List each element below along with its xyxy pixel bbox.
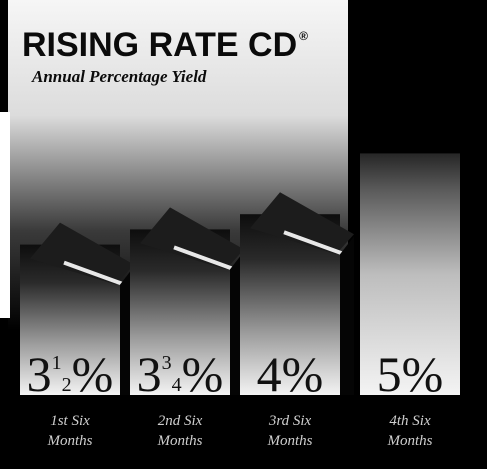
value-label-1-numerator: 1 [52, 352, 62, 374]
category-label-4-line-1: 4th Six [389, 413, 431, 429]
bar-3-cap [250, 192, 354, 255]
category-label-2-line-1: 2nd Six [158, 413, 203, 429]
value-label-2-numerator: 3 [162, 352, 172, 374]
bar-1 [20, 222, 134, 395]
registered-mark: ® [299, 29, 308, 43]
category-label-3-line-2: Months [267, 433, 313, 449]
category-labels-group: 1st Six Months 2nd Six Months 3rd Six Months 4… [47, 413, 433, 449]
value-label-3-whole: 4 [257, 346, 282, 402]
value-label-2-denominator: 4 [172, 374, 182, 396]
bar-2-cap [140, 207, 244, 270]
category-label-3-line-1: 3rd Six [268, 413, 312, 429]
bar-3 [240, 192, 354, 395]
chart-subtitle: Annual Percentage Yield [31, 67, 207, 86]
value-label-2-whole: 3 [137, 346, 162, 402]
bar-4-front [360, 153, 460, 395]
chart-title-text: RISING RATE CD [22, 26, 297, 64]
value-label-3-unit: % [282, 346, 324, 402]
value-label-4-whole: 5 [377, 346, 402, 402]
value-label-4-unit: % [402, 346, 444, 402]
bar-3-cap-edge [283, 230, 351, 259]
bars-group [20, 153, 460, 395]
value-labels-group: 312% 334% 4% 5% [27, 346, 444, 402]
category-label-4-line-2: Months [387, 433, 433, 449]
value-label-2-unit: % [182, 346, 224, 402]
bar-1-cap [30, 222, 134, 285]
left-edge-strip [0, 112, 10, 318]
category-label-2-line-2: Months [157, 433, 203, 449]
bar-4 [360, 153, 460, 395]
value-label-1-unit: % [72, 346, 114, 402]
value-label-1-whole: 3 [27, 346, 52, 402]
value-label-1: 312% [27, 346, 114, 402]
bar-2-cap-edge [173, 245, 241, 274]
bar-1-cap-edge [63, 260, 131, 289]
category-label-1-line-2: Months [47, 433, 93, 449]
bar-2 [130, 207, 244, 395]
bar-3-side [340, 236, 354, 395]
category-label-1-line-1: 1st Six [50, 413, 90, 429]
value-label-2: 334% [137, 346, 224, 402]
value-label-1-denominator: 2 [62, 374, 72, 396]
value-label-4: 5% [377, 346, 444, 402]
chart-title: RISING RATE CD ® [22, 26, 308, 64]
value-label-3: 4% [257, 346, 324, 402]
